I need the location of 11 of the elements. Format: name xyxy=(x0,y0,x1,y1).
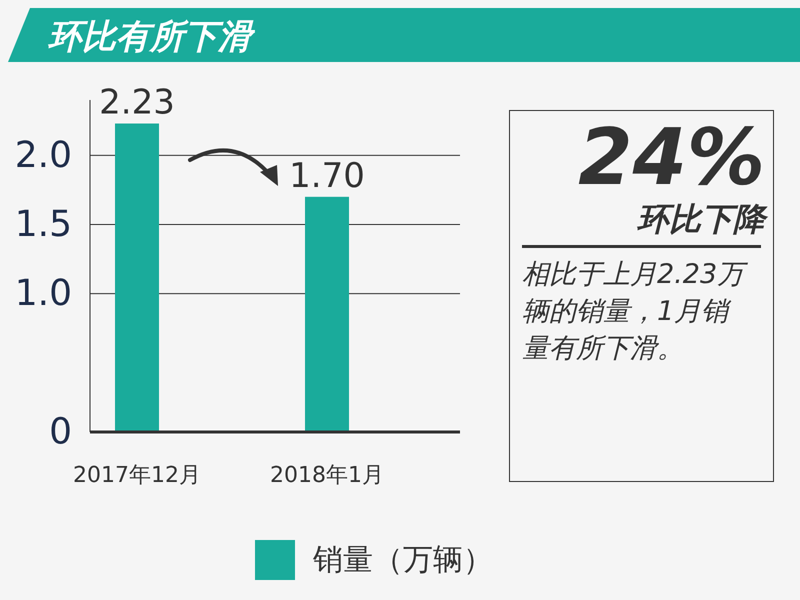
data-label: 2.23 xyxy=(99,82,175,123)
x-tick-label: 2018年1月 xyxy=(270,463,384,488)
y-tick-label: 0 xyxy=(49,412,72,452)
data-label: 1.70 xyxy=(289,156,365,196)
y-tick-label: 1.0 xyxy=(14,273,72,314)
text: 相比于上月2.23万辆的销量，1月销量有所下滑。 xyxy=(521,258,749,366)
x-tick-label: 2017年12月 xyxy=(73,463,201,488)
y-tick-label: 2.0 xyxy=(14,134,72,176)
legend-label: 销量（万辆） xyxy=(312,542,493,578)
y-tick-label: 1.5 xyxy=(14,204,72,245)
chart-title: 环比有所下滑 xyxy=(47,17,255,57)
